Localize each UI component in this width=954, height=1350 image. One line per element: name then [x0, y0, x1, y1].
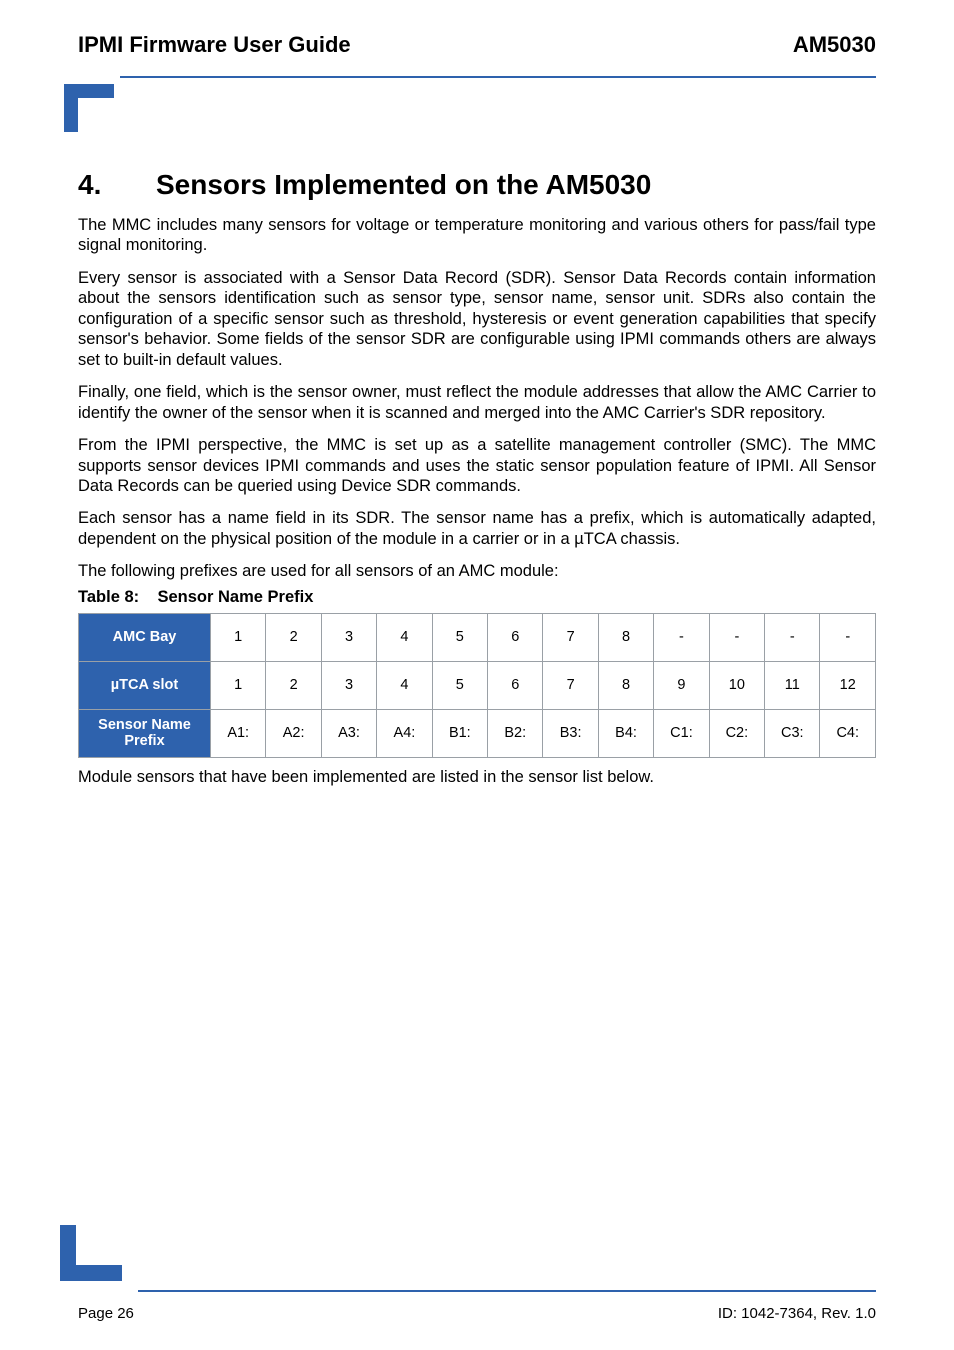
table-cell: 2	[266, 613, 321, 661]
paragraph: The MMC includes many sensors for voltag…	[78, 215, 876, 256]
paragraph: Every sensor is associated with a Sensor…	[78, 268, 876, 370]
table-cell: 8	[598, 613, 653, 661]
table-cell: B3:	[543, 709, 598, 757]
table-cell: 6	[488, 613, 543, 661]
table-cell: 1	[211, 661, 266, 709]
page-footer: Page 26 ID: 1042-7364, Rev. 1.0	[78, 1305, 876, 1322]
table-row-header: µTCA slot	[79, 661, 211, 709]
table-cell: -	[765, 613, 820, 661]
paragraph: From the IPMI perspective, the MMC is se…	[78, 435, 876, 496]
section-number: 4.	[78, 169, 156, 201]
paragraph: The following prefixes are used for all …	[78, 561, 876, 581]
table-cell: 12	[820, 661, 876, 709]
table-cell: 7	[543, 661, 598, 709]
brand-logo-footer-icon	[60, 1209, 138, 1281]
table-row-header: Sensor Name Prefix	[79, 709, 211, 757]
table-cell: B1:	[432, 709, 487, 757]
table-cell: A1:	[211, 709, 266, 757]
footer-page-number: Page 26	[78, 1305, 134, 1322]
table-cell: 1	[211, 613, 266, 661]
table-cell: C2:	[709, 709, 764, 757]
table-cell: 5	[432, 661, 487, 709]
section-heading: 4. Sensors Implemented on the AM5030	[78, 169, 876, 201]
page-header: IPMI Firmware User Guide AM5030	[78, 32, 876, 58]
table-row: µTCA slot123456789101112	[79, 661, 876, 709]
table-row: AMC Bay12345678----	[79, 613, 876, 661]
table-cell: 5	[432, 613, 487, 661]
table-cell: 4	[377, 613, 432, 661]
header-title-left: IPMI Firmware User Guide	[78, 32, 351, 58]
page: IPMI Firmware User Guide AM5030 4. Senso…	[0, 0, 954, 1350]
table-cell: B2:	[488, 709, 543, 757]
table-row: Sensor Name PrefixA1:A2:A3:A4:B1:B2:B3:B…	[79, 709, 876, 757]
table-cell: B4:	[598, 709, 653, 757]
table-cell: 9	[654, 661, 709, 709]
table-cell: 8	[598, 661, 653, 709]
table-cell: A2:	[266, 709, 321, 757]
paragraph: Finally, one field, which is the sensor …	[78, 382, 876, 423]
table-cell: A4:	[377, 709, 432, 757]
brand-logo-icon	[64, 84, 128, 146]
header-title-right: AM5030	[793, 32, 876, 58]
table-cell: -	[820, 613, 876, 661]
table-cell: -	[709, 613, 764, 661]
table-row-header: AMC Bay	[79, 613, 211, 661]
paragraph: Module sensors that have been implemente…	[78, 768, 876, 787]
footer-doc-id: ID: 1042-7364, Rev. 1.0	[718, 1305, 876, 1322]
sensor-name-prefix-table: AMC Bay12345678----µTCA slot123456789101…	[78, 613, 876, 758]
brand-logo	[64, 84, 876, 151]
table-cell: C3:	[765, 709, 820, 757]
table-cell: 3	[321, 661, 376, 709]
brand-logo-footer	[60, 1209, 138, 1286]
table-cell: 2	[266, 661, 321, 709]
paragraph: Each sensor has a name field in its SDR.…	[78, 508, 876, 549]
table-cell: 3	[321, 613, 376, 661]
footer-rule	[138, 1290, 876, 1292]
table-cell: 10	[709, 661, 764, 709]
table-caption: Table 8: Sensor Name Prefix	[78, 588, 876, 607]
table-caption-number: Table 8:	[78, 588, 139, 607]
header-rule	[120, 76, 876, 78]
table-cell: C1:	[654, 709, 709, 757]
table-cell: 4	[377, 661, 432, 709]
table-cell: 6	[488, 661, 543, 709]
table-cell: 7	[543, 613, 598, 661]
table-caption-title: Sensor Name Prefix	[157, 588, 313, 606]
table-cell: A3:	[321, 709, 376, 757]
table-cell: C4:	[820, 709, 876, 757]
section-title: Sensors Implemented on the AM5030	[156, 169, 651, 201]
table-cell: -	[654, 613, 709, 661]
table-cell: 11	[765, 661, 820, 709]
